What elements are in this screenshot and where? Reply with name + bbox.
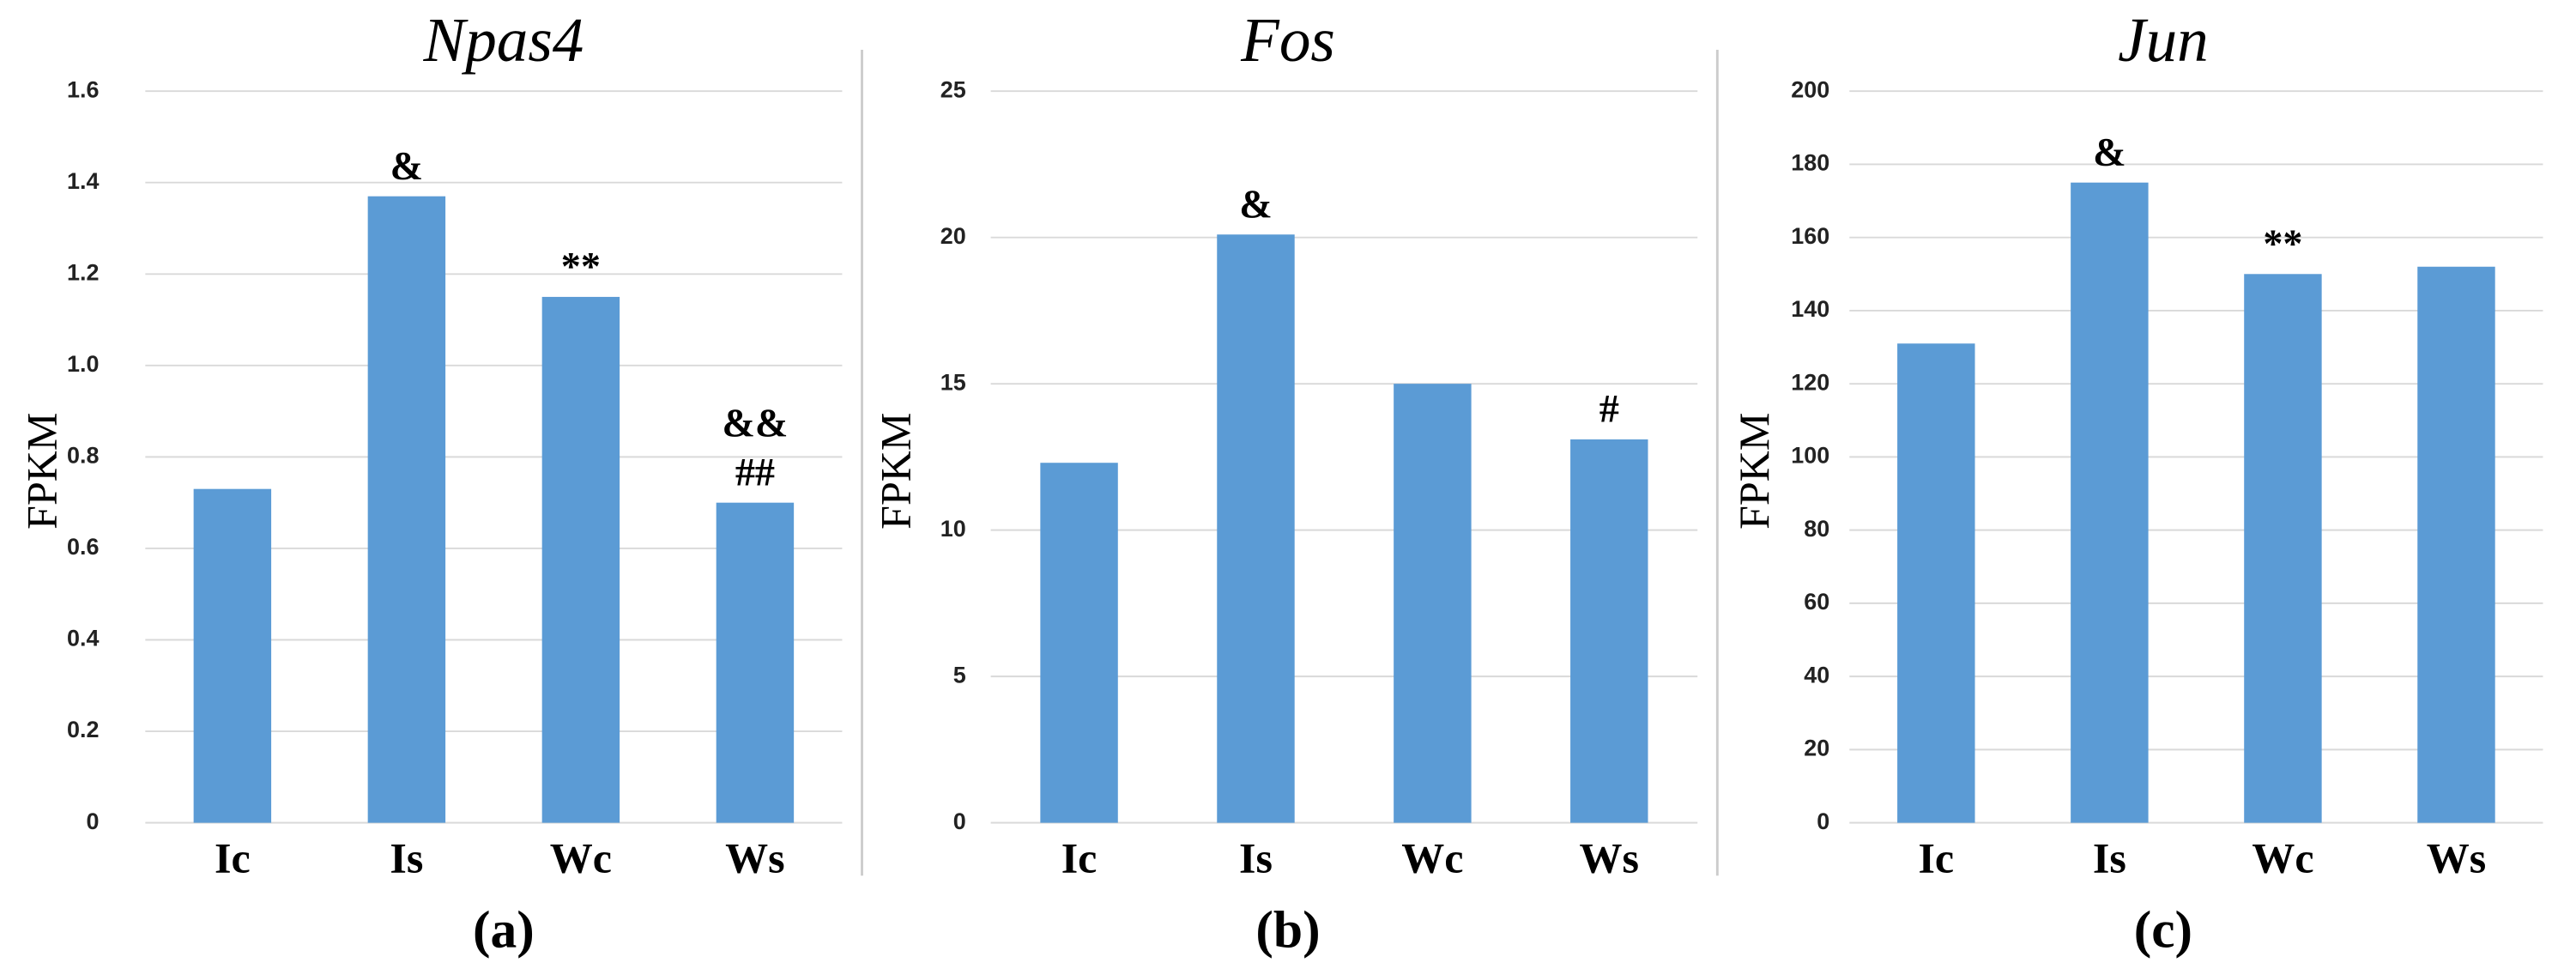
- y-tick-label: 140: [1791, 296, 1829, 322]
- bar: [716, 502, 795, 823]
- significance-marker: &: [2093, 130, 2126, 174]
- chart-title: Fos: [1240, 5, 1335, 75]
- y-axis-label: FPKM: [17, 413, 65, 530]
- x-tick-label: Is: [390, 833, 423, 881]
- y-tick-label: 120: [1791, 369, 1829, 395]
- y-tick-label: 0.6: [67, 534, 99, 560]
- bar: [1040, 463, 1118, 823]
- x-tick-label: Ic: [215, 833, 251, 881]
- bar: [193, 488, 272, 823]
- bar: [367, 196, 446, 823]
- y-tick-label: 0: [953, 808, 966, 834]
- y-tick-label: 1.2: [67, 259, 99, 285]
- x-tick-label: Ic: [1061, 833, 1098, 881]
- y-tick-label: 180: [1791, 150, 1829, 176]
- x-tick-label: Is: [1239, 833, 1273, 881]
- significance-marker: **: [561, 245, 601, 288]
- panel-label: (b): [1255, 901, 1320, 960]
- y-tick-label: 160: [1791, 223, 1829, 249]
- x-tick-label: Wc: [2252, 833, 2313, 881]
- bar: [1394, 384, 1472, 823]
- significance-marker: &&: [722, 401, 788, 445]
- bar: [2071, 182, 2149, 823]
- significance-marker: **: [2263, 221, 2302, 265]
- significance-marker: #: [1599, 387, 1619, 431]
- y-tick-label: 5: [953, 662, 966, 687]
- y-tick-label: 40: [1804, 662, 1829, 687]
- x-tick-label: Ws: [725, 833, 784, 881]
- y-axis-label: FPKM: [1730, 413, 1778, 530]
- chart-title: Npas4: [422, 5, 584, 75]
- bar: [2244, 274, 2322, 823]
- y-tick-label: 25: [940, 76, 966, 102]
- y-tick-label: 15: [940, 369, 966, 395]
- y-tick-label: 0.2: [67, 717, 99, 742]
- x-tick-label: Ws: [1580, 833, 1639, 881]
- x-tick-label: Is: [2093, 833, 2126, 881]
- x-tick-label: Ic: [1918, 833, 1954, 881]
- y-tick-label: 0: [86, 808, 99, 834]
- y-tick-label: 60: [1804, 589, 1829, 615]
- x-tick-label: Wc: [550, 833, 612, 881]
- significance-marker: &: [1239, 182, 1272, 226]
- y-tick-label: 1.0: [67, 351, 99, 377]
- y-tick-label: 80: [1804, 516, 1829, 542]
- y-tick-label: 100: [1791, 443, 1829, 469]
- significance-marker: ##: [735, 450, 775, 494]
- bar: [2417, 266, 2495, 823]
- y-tick-label: 10: [940, 516, 966, 542]
- y-tick-label: 20: [940, 223, 966, 249]
- panel-label: (c): [2134, 901, 2192, 960]
- bar: [1897, 343, 1975, 823]
- bar: [541, 296, 620, 823]
- y-tick-label: 1.4: [67, 168, 99, 194]
- y-axis-label: FPKM: [871, 413, 919, 530]
- y-tick-label: 0.4: [67, 626, 99, 651]
- y-tick-label: 200: [1791, 76, 1829, 102]
- bar: [1570, 439, 1648, 823]
- y-tick-label: 0: [1817, 808, 1829, 834]
- significance-marker: &: [390, 144, 423, 188]
- x-tick-label: Ws: [2427, 833, 2486, 881]
- y-tick-label: 20: [1804, 736, 1829, 761]
- y-tick-label: 0.8: [67, 443, 99, 469]
- chart-title: Jun: [2118, 5, 2209, 75]
- y-tick-label: 1.6: [67, 76, 99, 102]
- bar: [1217, 234, 1295, 823]
- panel-label: (a): [473, 901, 535, 960]
- x-tick-label: Wc: [1401, 833, 1463, 881]
